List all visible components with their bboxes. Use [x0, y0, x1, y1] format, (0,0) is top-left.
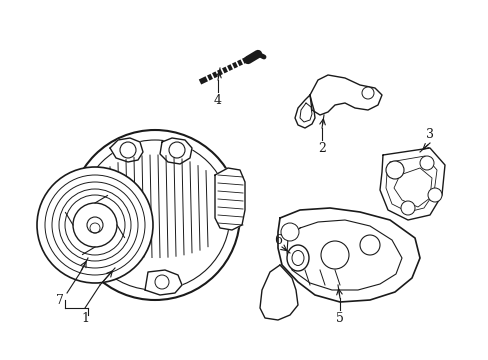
Circle shape: [120, 142, 136, 158]
Circle shape: [87, 217, 103, 233]
Text: 1: 1: [81, 311, 89, 324]
Polygon shape: [379, 148, 444, 220]
Polygon shape: [160, 138, 192, 164]
Circle shape: [361, 87, 373, 99]
Text: 5: 5: [335, 311, 343, 324]
Polygon shape: [215, 168, 244, 230]
Circle shape: [37, 167, 153, 283]
Polygon shape: [145, 270, 182, 295]
Circle shape: [419, 156, 433, 170]
Text: 2: 2: [317, 141, 325, 154]
Text: 4: 4: [214, 94, 222, 107]
Text: 6: 6: [273, 234, 282, 247]
Circle shape: [155, 275, 169, 289]
Text: 3: 3: [425, 129, 433, 141]
Text: 7: 7: [56, 293, 64, 306]
Circle shape: [320, 241, 348, 269]
Circle shape: [385, 161, 403, 179]
Circle shape: [73, 203, 117, 247]
Circle shape: [281, 223, 298, 241]
Circle shape: [359, 235, 379, 255]
Polygon shape: [278, 208, 419, 302]
Circle shape: [400, 201, 414, 215]
Polygon shape: [260, 265, 297, 320]
Circle shape: [427, 188, 441, 202]
Polygon shape: [309, 75, 381, 115]
Ellipse shape: [286, 245, 308, 271]
Circle shape: [70, 130, 240, 300]
Polygon shape: [110, 138, 142, 162]
Polygon shape: [294, 95, 314, 128]
Circle shape: [169, 142, 184, 158]
